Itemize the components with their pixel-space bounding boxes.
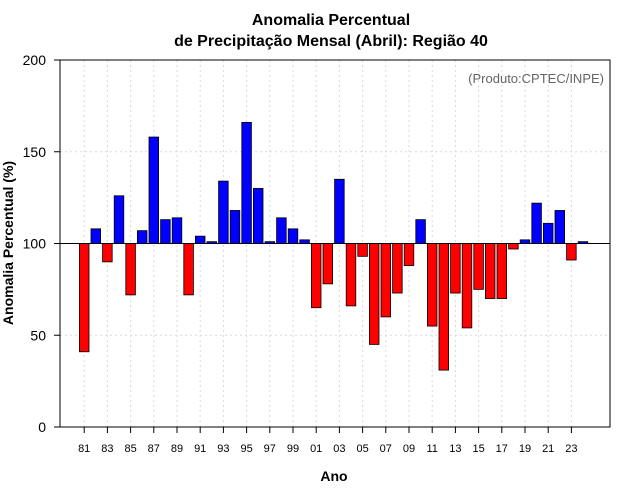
bar-02 — [322, 243, 334, 285]
x-axis-label: Ano — [320, 468, 347, 484]
x-tick-label: 83 — [101, 443, 113, 455]
bar-17 — [496, 243, 508, 299]
bar-84 — [113, 195, 125, 244]
x-tick-label: 13 — [449, 443, 461, 455]
chart-title-line1: Anomalia Percentual — [252, 12, 410, 29]
x-tick-label: 07 — [380, 443, 392, 455]
bar-23 — [566, 243, 577, 261]
y-tick-label: 150 — [23, 144, 47, 160]
x-tick-label: 95 — [240, 443, 252, 455]
bar-14 — [461, 243, 473, 329]
x-tick-label: 85 — [124, 443, 136, 455]
x-tick-label: 11 — [426, 443, 437, 455]
bar-89 — [171, 217, 183, 244]
bars — [79, 121, 589, 371]
x-tick-label: 91 — [194, 443, 206, 455]
bar-19 — [519, 239, 531, 244]
bar-10 — [415, 219, 426, 244]
bar-21 — [543, 222, 554, 244]
x-tick-label: 97 — [264, 443, 276, 455]
x-tick-label: 89 — [171, 443, 183, 455]
bar-11 — [426, 243, 438, 327]
bar-95 — [241, 121, 252, 244]
x-tick-label: 03 — [333, 443, 345, 455]
x-tick-label: 01 — [310, 443, 322, 455]
grid-lines — [60, 60, 610, 427]
x-tick-label: 99 — [287, 443, 299, 455]
y-axis-label: Anomalia Percentual (%) — [0, 161, 16, 325]
bar-06 — [368, 243, 380, 345]
bar-86 — [136, 230, 148, 244]
bar-03 — [334, 178, 345, 244]
bar-96 — [252, 188, 264, 244]
x-tick-label: 23 — [565, 443, 577, 455]
bar-20 — [531, 202, 542, 244]
x-tick-label: 21 — [542, 443, 554, 455]
bar-93 — [218, 180, 229, 244]
x-tick-label: 87 — [148, 443, 160, 455]
x-tick-label: 17 — [496, 443, 508, 455]
x-tick-label: 93 — [217, 443, 229, 455]
bar-83 — [102, 243, 113, 263]
bar-01 — [310, 243, 322, 309]
bar-04 — [345, 243, 357, 307]
product-annotation: (Produto:CPTEC/INPE) — [468, 71, 604, 86]
y-axis-ticks: 0 50 100 150 200 — [23, 52, 60, 435]
bar-88 — [160, 219, 171, 244]
bar-09 — [403, 243, 415, 266]
bar-91 — [194, 235, 206, 244]
bar-98 — [276, 217, 287, 244]
y-tick-label: 0 — [38, 419, 46, 435]
bar-81 — [79, 243, 90, 353]
bar-82 — [90, 228, 102, 244]
y-tick-label: 200 — [23, 52, 47, 68]
y-tick-label: 100 — [23, 236, 47, 252]
x-tick-label: 81 — [78, 443, 90, 455]
bar-00 — [299, 239, 310, 244]
bar-90 — [183, 243, 194, 296]
x-tick-label: 09 — [403, 443, 415, 455]
bar-99 — [287, 228, 299, 244]
chart-title-line2: de Precipitação Mensal (Abril): Região 4… — [174, 33, 488, 50]
bar-94 — [229, 210, 241, 244]
y-tick-label: 50 — [30, 327, 46, 343]
x-tick-label: 05 — [356, 443, 368, 455]
bar-22 — [554, 210, 566, 244]
bar-13 — [450, 243, 461, 294]
bar-12 — [438, 243, 450, 371]
bar-87 — [148, 136, 160, 244]
bar-16 — [484, 243, 496, 299]
bar-05 — [357, 243, 368, 257]
bar-85 — [125, 243, 136, 296]
x-tick-label: 19 — [519, 443, 531, 455]
x-tick-label: 15 — [472, 443, 484, 455]
bar-07 — [380, 243, 392, 318]
bar-15 — [473, 243, 484, 290]
bar-08 — [392, 243, 403, 294]
x-axis-ticks: 81 83 85 87 89 91 93 95 97 99 01 03 05 07 09 11 13 15 17 19… — [78, 427, 578, 455]
bar-18 — [508, 243, 519, 250]
